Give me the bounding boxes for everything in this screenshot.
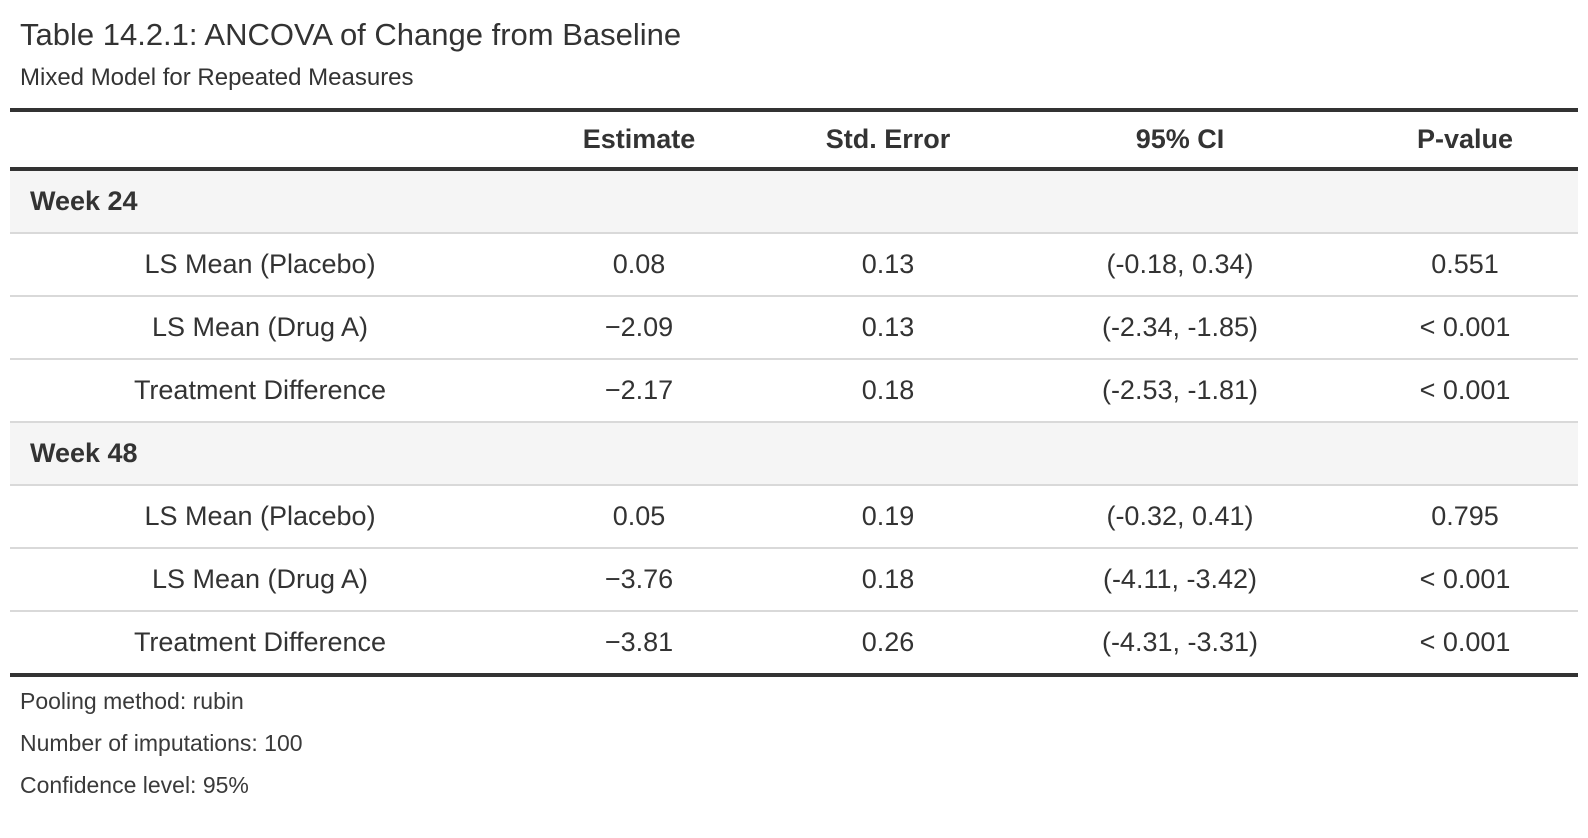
column-header-std-error: Std. Error: [768, 110, 1008, 171]
table-row: Treatment Difference −3.81 0.26 (-4.31, …: [10, 610, 1578, 675]
row-label: LS Mean (Drug A): [10, 295, 510, 359]
column-header-p-value: P-value: [1352, 110, 1578, 171]
page-subtitle: Mixed Model for Repeated Measures: [20, 64, 414, 91]
table-row: LS Mean (Drug A) −2.09 0.13 (-2.34, -1.8…: [10, 295, 1578, 359]
group-row-week-48: Week 48: [10, 421, 1578, 486]
footnote-confidence-level: Confidence level: 95%: [20, 772, 249, 798]
column-header-ci: 95% CI: [1008, 110, 1352, 171]
table-footnotes: Pooling method: rubin Number of imputati…: [10, 677, 1578, 798]
table-row: LS Mean (Placebo) 0.05 0.19 (-0.32, 0.41…: [10, 484, 1578, 548]
ci-cell: (-0.18, 0.34): [1008, 232, 1352, 296]
estimate-cell: −3.81: [510, 610, 768, 675]
std-error-cell: 0.19: [768, 484, 1008, 548]
page: Table 14.2.1: ANCOVA of Change from Base…: [10, 14, 1578, 798]
table-row: LS Mean (Drug A) −3.76 0.18 (-4.11, -3.4…: [10, 547, 1578, 611]
group-label: Week 24: [10, 169, 1578, 234]
row-label: LS Mean (Placebo): [10, 232, 510, 296]
row-label: LS Mean (Placebo): [10, 484, 510, 548]
estimate-cell: −3.76: [510, 547, 768, 611]
estimate-cell: 0.08: [510, 232, 768, 296]
footnote-pooling-method: Pooling method: rubin: [20, 688, 244, 714]
group-row-week-24: Week 24: [10, 169, 1578, 234]
ancova-table: Estimate Std. Error 95% CI P-value Week …: [10, 108, 1578, 677]
column-header-estimate: Estimate: [510, 110, 768, 171]
p-value-cell: < 0.001: [1352, 295, 1578, 359]
p-value-cell: < 0.001: [1352, 547, 1578, 611]
estimate-cell: −2.17: [510, 358, 768, 422]
ci-cell: (-0.32, 0.41): [1008, 484, 1352, 548]
std-error-cell: 0.13: [768, 295, 1008, 359]
page-title: Table 14.2.1: ANCOVA of Change from Base…: [20, 17, 682, 52]
p-value-cell: < 0.001: [1352, 610, 1578, 675]
footnote-imputations: Number of imputations: 100: [20, 730, 303, 756]
ci-cell: (-4.11, -3.42): [1008, 547, 1352, 611]
column-header-stub: [10, 110, 510, 171]
table-row: Treatment Difference −2.17 0.18 (-2.53, …: [10, 358, 1578, 422]
table-head: Estimate Std. Error 95% CI P-value: [10, 110, 1578, 171]
row-label: Treatment Difference: [10, 358, 510, 422]
p-value-cell: < 0.001: [1352, 358, 1578, 422]
estimate-cell: −2.09: [510, 295, 768, 359]
group-label: Week 48: [10, 421, 1578, 486]
p-value-cell: 0.551: [1352, 232, 1578, 296]
row-label: Treatment Difference: [10, 610, 510, 675]
table-row: LS Mean (Placebo) 0.08 0.13 (-0.18, 0.34…: [10, 232, 1578, 296]
std-error-cell: 0.13: [768, 232, 1008, 296]
table-body: Week 24 LS Mean (Placebo) 0.08 0.13 (-0.…: [10, 169, 1578, 675]
std-error-cell: 0.18: [768, 547, 1008, 611]
std-error-cell: 0.18: [768, 358, 1008, 422]
table-header-block: Table 14.2.1: ANCOVA of Change from Base…: [10, 14, 1578, 94]
ci-cell: (-2.34, -1.85): [1008, 295, 1352, 359]
ci-cell: (-2.53, -1.81): [1008, 358, 1352, 422]
row-label: LS Mean (Drug A): [10, 547, 510, 611]
std-error-cell: 0.26: [768, 610, 1008, 675]
column-header-row: Estimate Std. Error 95% CI P-value: [10, 110, 1578, 171]
estimate-cell: 0.05: [510, 484, 768, 548]
ci-cell: (-4.31, -3.31): [1008, 610, 1352, 675]
p-value-cell: 0.795: [1352, 484, 1578, 548]
